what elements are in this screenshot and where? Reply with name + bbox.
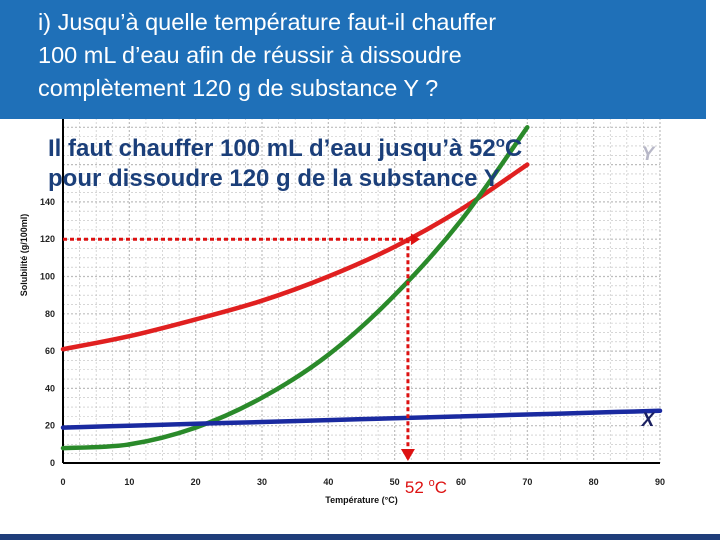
arrow-right-icon (410, 233, 420, 246)
y-tick-label: 140 (40, 197, 55, 207)
y-tick-label: 0 (50, 458, 55, 468)
y-tick-label: 120 (40, 234, 55, 244)
answer-line-1-prefix: Il faut chauffer 100 mL d’eau jusqu’à 52 (48, 135, 496, 162)
question-box: i) Jusqu’à quelle température faut-il ch… (0, 0, 706, 119)
x-tick-label: 40 (323, 477, 333, 487)
series-line-z (60, 162, 530, 352)
reference-lines (63, 233, 420, 461)
x-tick-label: 30 (257, 477, 267, 487)
question-text: i) Jusqu’à quelle température faut-il ch… (38, 6, 702, 105)
y-tick-label: 100 (40, 272, 55, 282)
question-line-2: 100 mL d’eau afin de réussir à dissoudre (38, 42, 462, 68)
chart-axes: 0 10 20 30 40 50 60 70 80 90 0 20 40 60 80 100 120 140 Tem… (19, 90, 665, 505)
answer-line-2: pour dissoudre 120 g de la substance Y (48, 165, 500, 192)
answer-line-1-suffix: C (504, 135, 523, 162)
y-tick-label: 80 (45, 309, 55, 319)
x-tick-label: 90 (655, 477, 665, 487)
x-tick-label: 70 (522, 477, 532, 487)
series-label-y: Y (642, 144, 657, 165)
answer-degree-sup: o (495, 134, 505, 151)
y-axis-title: Solubilité (g/100ml) (19, 214, 29, 297)
x-tick-label: 20 (191, 477, 201, 487)
question-line-3: complètement 120 g de substance Y ? (38, 75, 439, 101)
series-line-y (60, 125, 530, 451)
y-tick-label: 40 (45, 383, 55, 393)
answer-text: Il faut chauffer 100 mL d’eau jusqu’à 52… (48, 128, 522, 194)
x-tick-label: 50 (390, 477, 400, 487)
chart-series (60, 125, 663, 451)
bottom-bar (0, 534, 720, 540)
x-tick-label: 0 (60, 477, 65, 487)
series-label-x: X (641, 410, 656, 431)
temperature-annotation: 52 oC (405, 477, 447, 497)
series-line-x (60, 408, 663, 430)
y-tick-label: 20 (45, 421, 55, 431)
x-tick-label: 10 (124, 477, 134, 487)
y-tick-label: 60 (45, 346, 55, 356)
x-tick-label: 80 (589, 477, 599, 487)
arrow-down-icon (400, 449, 415, 461)
question-line-1: i) Jusqu’à quelle température faut-il ch… (38, 9, 497, 35)
x-axis-title: Température (°C) (325, 495, 397, 505)
x-tick-label: 60 (456, 477, 466, 487)
